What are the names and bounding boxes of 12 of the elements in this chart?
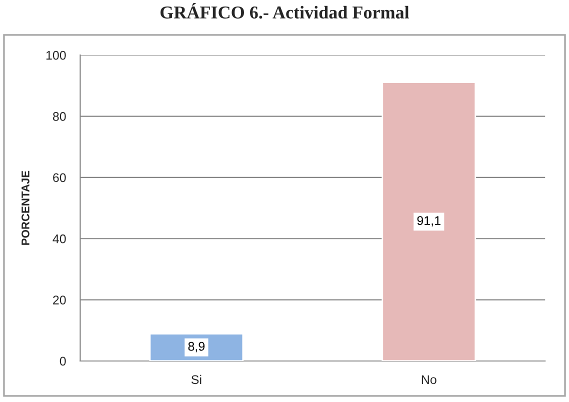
y-tick-label: 20 [53, 296, 66, 304]
data-label: 91,1 [417, 216, 440, 226]
y-tick-label: 80 [52, 112, 66, 121]
y-tick-label: 0 [60, 356, 66, 366]
y-axis-title: PORCENTAJE [22, 170, 30, 245]
y-tick-label: 40 [52, 234, 66, 244]
x-tick-label: No [422, 375, 436, 384]
chart-title: GRÁFICO 6.- Actividad Formal [160, 2, 410, 19]
data-label: 8,9 [188, 342, 205, 352]
x-tick-label: Si [191, 374, 202, 384]
y-tick-label: 60 [53, 173, 66, 182]
y-tick-label: 100 [46, 50, 66, 60]
